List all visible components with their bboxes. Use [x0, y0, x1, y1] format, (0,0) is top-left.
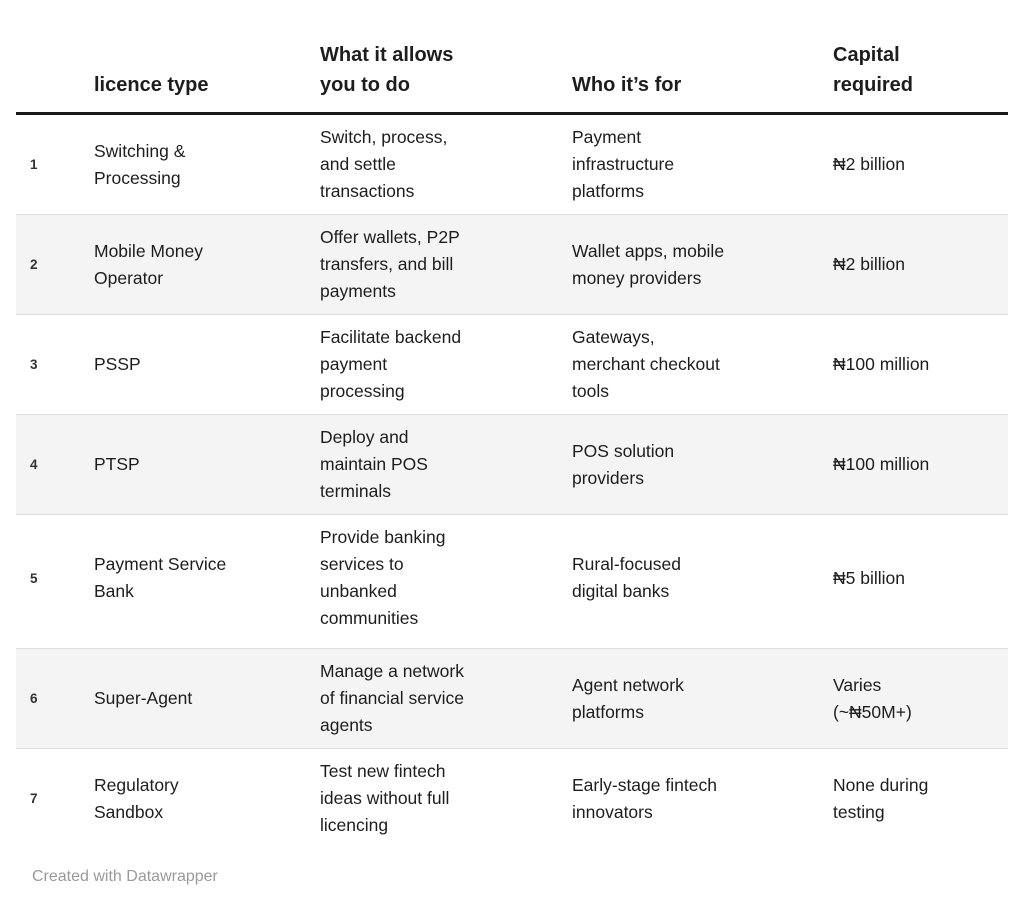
cell-what-it-allows: Facilitate backend payment processing [306, 314, 558, 415]
cell-capital-required: None during testing [819, 748, 1008, 848]
cell-who-its-for: Early-stage fintech innovators [558, 748, 819, 848]
row-number: 5 [16, 514, 80, 649]
header-row-number [16, 40, 80, 115]
cell-capital-required: ₦5 billion [819, 514, 1008, 649]
cell-what-it-allows: Deploy and maintain POS terminals [306, 414, 558, 515]
cell-what-it-allows: Offer wallets, P2P transfers, and bill p… [306, 214, 558, 315]
cell-capital-required: ₦2 billion [833, 154, 905, 174]
cell-capital-required: ₦100 million [819, 314, 1008, 415]
cell-who-its-for: POS solution providers [558, 414, 819, 515]
row-number: 7 [16, 748, 80, 848]
row-number: 6 [16, 648, 80, 749]
cell-who-its-for: Gateways, merchant checkout tools [558, 314, 819, 415]
header-who-its-for: Who it’s for [558, 40, 819, 115]
table-row: 7 Regulatory Sandbox Test new fintech idea… [16, 748, 1008, 848]
cell-licence-type: Super-Agent [80, 648, 306, 749]
table-row: 2 Mobile Money Operator Offer wallets, P2P… [16, 214, 1008, 315]
cell-who-its-for: Agent network platforms [558, 648, 819, 749]
cell-capital-required: Varies (~₦50M+) [819, 648, 1008, 749]
table-row: 4 PTSP Deploy and maintain POS terminals PO… [16, 414, 1008, 515]
table-row: 5 Payment Service Bank Provide banking ser… [16, 514, 1008, 649]
table-row: 1 Switching & Processing Switch, process, … [16, 114, 1008, 215]
row-number: 3 [16, 314, 80, 415]
header-licence-type: licence type [80, 40, 306, 115]
table-body: 1 Switching & Processing Switch, process, … [16, 114, 1008, 848]
cell-licence-type: PTSP [80, 414, 306, 515]
table-row: 6 Super-Agent Manage a network of financia… [16, 648, 1008, 749]
row-number: 4 [16, 414, 80, 515]
cell-who-its-for: Wallet apps, mobile money providers [558, 214, 819, 315]
header-row: licence type What it allows you to do Wh… [16, 40, 1008, 115]
table-row: 3 PSSP Facilitate backend payment processi… [16, 314, 1008, 415]
cell-licence-type: Regulatory Sandbox [80, 748, 306, 848]
cell-what-it-allows: Test new fintech ideas without full lice… [306, 748, 558, 848]
cell-what-it-allows: Switch, process, and settle transactions [320, 127, 448, 201]
licence-table: licence type What it allows you to do Wh… [16, 40, 1008, 848]
row-number: 2 [16, 214, 80, 315]
table-header: licence type What it allows you to do Wh… [16, 40, 1008, 115]
cell-licence-type: Payment Service Bank [80, 514, 306, 649]
cell-licence-type: Mobile Money Operator [80, 214, 306, 315]
datawrapper-credit: Created with Datawrapper [32, 868, 218, 885]
cell-who-its-for: Payment infrastructure platforms [572, 127, 675, 201]
cell-what-it-allows: Provide banking services to unbanked com… [306, 514, 558, 649]
header-capital-required: Capital required [819, 40, 1008, 115]
cell-capital-required: ₦100 million [819, 414, 1008, 515]
row-number: 1 [30, 157, 38, 172]
cell-who-its-for: Rural-focused digital banks [558, 514, 819, 649]
cell-licence-type: PSSP [80, 314, 306, 415]
cell-what-it-allows: Manage a network of financial service ag… [306, 648, 558, 749]
header-what-it-allows: What it allows you to do [306, 40, 558, 115]
cell-licence-type: Switching & Processing [94, 140, 186, 188]
cell-capital-required: ₦2 billion [819, 214, 1008, 315]
